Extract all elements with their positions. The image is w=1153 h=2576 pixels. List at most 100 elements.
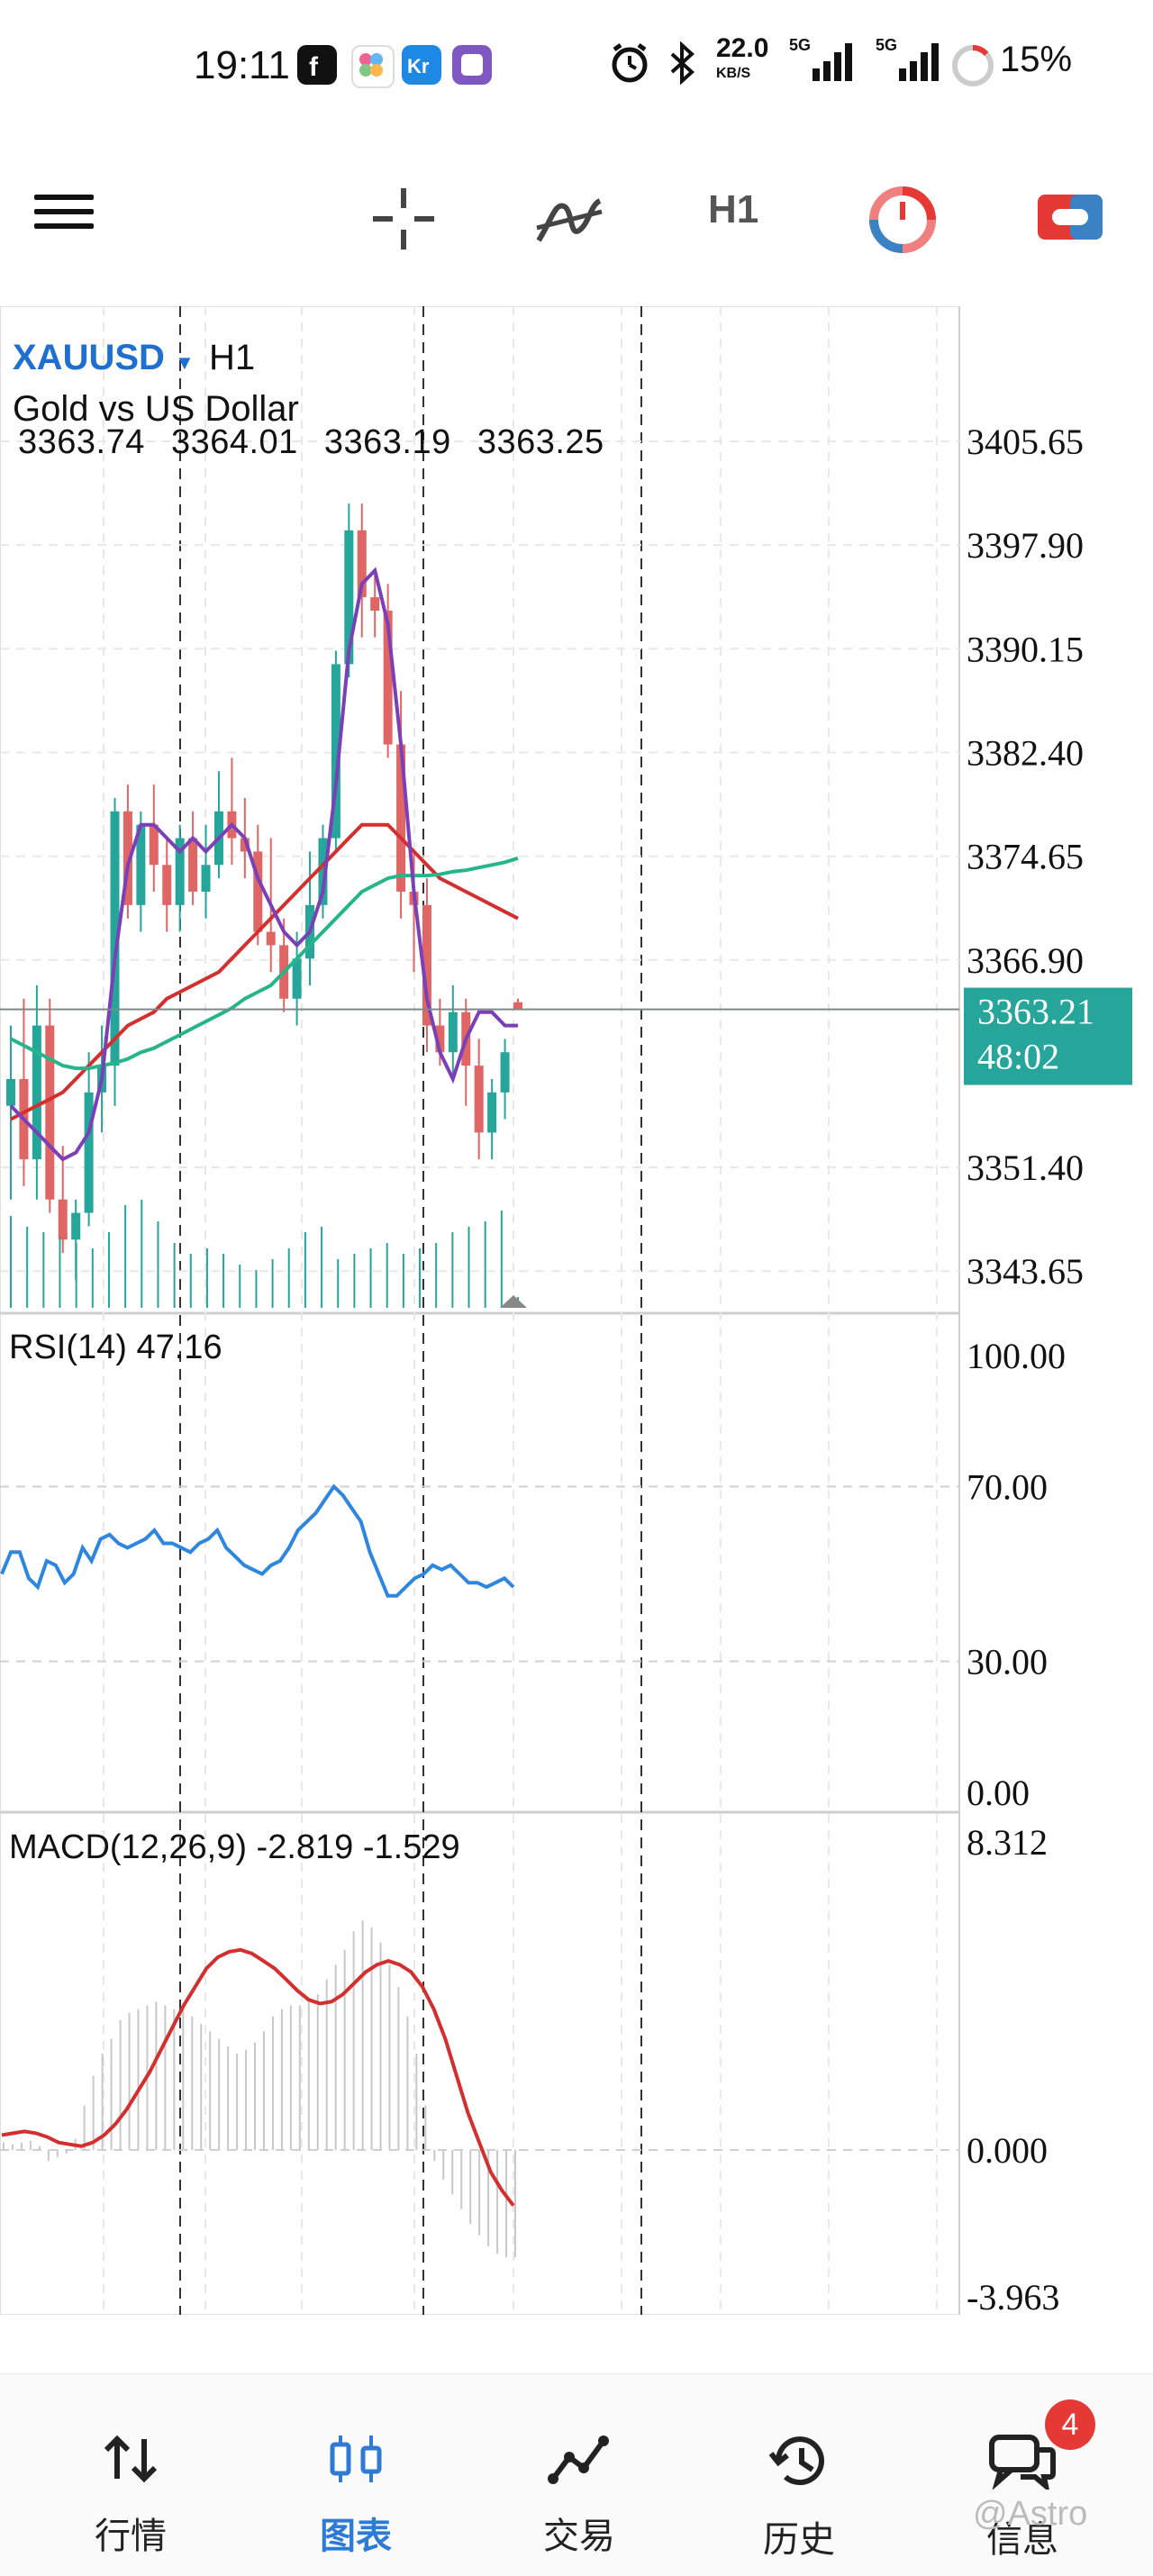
app-icon-36kr: Kr xyxy=(402,45,441,85)
macd-signal-line xyxy=(1,1947,515,2207)
candle-body[interactable] xyxy=(266,931,276,946)
trade-icon[interactable] xyxy=(1036,191,1104,249)
tab-chart[interactable]: 图表 xyxy=(293,2432,419,2559)
candle-body[interactable] xyxy=(162,865,172,905)
moving-average-line xyxy=(10,822,519,1121)
chart-icon xyxy=(330,2435,382,2482)
app-icon-sticker xyxy=(452,45,492,85)
price-tick-label: 3390.15 xyxy=(967,629,1084,669)
candle-body[interactable] xyxy=(383,610,393,745)
candle-body[interactable] xyxy=(6,1078,15,1106)
candle-body[interactable] xyxy=(188,838,198,892)
symbol-description: Gold vs US Dollar xyxy=(13,389,299,429)
signal-icon-1: 5G xyxy=(789,36,861,91)
macd-label: MACD(12,26,9) -2.819 -1.529 xyxy=(9,1828,460,1866)
current-price-label: 3363.21 xyxy=(977,992,1094,1032)
candle-body[interactable] xyxy=(357,530,367,598)
candle-body[interactable] xyxy=(396,744,406,892)
moving-average-line xyxy=(9,567,518,1162)
messages-badge: 4 xyxy=(1045,2399,1095,2450)
candle-body[interactable] xyxy=(136,824,146,905)
network-speed: 22.0 KB/S xyxy=(716,33,769,82)
candle-body[interactable] xyxy=(110,811,120,1066)
candle-body[interactable] xyxy=(448,1011,458,1053)
candle-body[interactable] xyxy=(71,1212,81,1240)
candle-body[interactable] xyxy=(253,851,263,932)
timeframe-button[interactable]: H1 xyxy=(708,187,759,231)
rsi-tick-label: 70.00 xyxy=(967,1467,1048,1508)
candle-body[interactable] xyxy=(331,664,340,839)
candle-body[interactable] xyxy=(240,838,250,852)
candle-body[interactable] xyxy=(513,1002,522,1009)
app-icon-flower xyxy=(351,45,395,88)
symbol-dropdown-icon[interactable]: ▼ xyxy=(175,351,195,374)
symbol-label[interactable]: XAUUSD ▼ xyxy=(13,338,195,377)
ohlc-values: 3363.74 3364.01 3363.19 3363.25 xyxy=(18,423,621,462)
macd-tick-label: 8.312 xyxy=(967,1822,1048,1863)
current-price-tag xyxy=(964,987,1132,1085)
candle-body[interactable] xyxy=(318,838,328,905)
rsi-label: RSI(14) 47.16 xyxy=(9,1329,222,1366)
candle-body[interactable] xyxy=(487,1092,497,1133)
svg-text:Kr: Kr xyxy=(407,55,430,77)
candle-body[interactable] xyxy=(435,1025,445,1053)
candle-body[interactable] xyxy=(422,904,431,1026)
chart-timeframe: H1 xyxy=(209,338,256,377)
bottom-tab-bar xyxy=(0,2373,1153,2576)
status-time: 19:11 xyxy=(194,43,290,87)
tab-history[interactable]: 历史 xyxy=(736,2432,862,2562)
macd-tick-label: -3.963 xyxy=(967,2277,1059,2315)
price-tick-label: 3366.90 xyxy=(967,940,1084,981)
candle-body[interactable] xyxy=(123,811,132,905)
tab-quotes[interactable]: 行情 xyxy=(68,2432,194,2559)
alarm-icon xyxy=(608,41,651,89)
bluetooth-icon xyxy=(667,41,699,89)
tab-trade[interactable]: 交易 xyxy=(516,2432,642,2559)
candle-body[interactable] xyxy=(344,530,354,665)
history-icon xyxy=(768,2436,824,2486)
candle-body[interactable] xyxy=(201,865,211,892)
scroll-marker-icon[interactable] xyxy=(500,1295,527,1308)
high-value: 3364.01 xyxy=(170,423,298,461)
countdown-label: 48:02 xyxy=(977,1037,1059,1077)
app-icon-facebook: f xyxy=(297,45,337,85)
status-bar: 19:11 f Kr 22.0 KB/S 5G 5G 15% xyxy=(0,0,1153,135)
quotes-icon xyxy=(104,2435,158,2483)
candle-body[interactable] xyxy=(32,1025,41,1160)
price-tick-label: 3382.40 xyxy=(967,732,1084,773)
clock-icon[interactable] xyxy=(867,184,939,260)
messages-icon xyxy=(989,2435,1056,2493)
candle-body[interactable] xyxy=(58,1199,68,1240)
rsi-tick-label: 100.00 xyxy=(967,1336,1066,1376)
candle-body[interactable] xyxy=(84,1092,94,1213)
candle-body[interactable] xyxy=(474,1066,484,1133)
rsi-tick-label: 30.00 xyxy=(967,1642,1048,1683)
candle-body[interactable] xyxy=(175,838,185,905)
crosshair-icon[interactable] xyxy=(369,185,438,258)
low-value: 3363.19 xyxy=(323,423,451,461)
battery-percent: 15% xyxy=(1000,40,1073,79)
menu-icon[interactable] xyxy=(34,186,94,238)
trade-icon xyxy=(548,2435,609,2484)
indicators-icon[interactable] xyxy=(533,185,605,258)
rsi-tick-label: 0.00 xyxy=(967,1773,1030,1813)
candle-body[interactable] xyxy=(500,1052,510,1093)
watermark: @Astro xyxy=(973,2495,1088,2533)
candle-body[interactable] xyxy=(370,597,380,611)
chart-frame xyxy=(0,306,960,2315)
price-tick-label: 3374.65 xyxy=(967,837,1084,877)
rsi-line xyxy=(0,1483,515,1598)
candle-body[interactable] xyxy=(149,824,159,866)
signal-icon-2: 5G xyxy=(876,36,948,91)
close-value: 3363.25 xyxy=(477,423,604,461)
candle-body[interactable] xyxy=(45,1025,55,1200)
open-value: 3363.74 xyxy=(18,423,145,461)
chart-canvas[interactable]: 3405.65 3397.90 3390.15 3382.40 3374.65 3366.… xyxy=(0,306,1153,2315)
tab-messages[interactable]: 信息 xyxy=(959,2432,1085,2562)
candle-body[interactable] xyxy=(292,958,302,999)
price-tick-label: 3405.65 xyxy=(967,422,1084,462)
price-tick-label: 3343.65 xyxy=(967,1251,1084,1292)
price-tick-label: 3351.40 xyxy=(967,1147,1084,1188)
moving-average-line xyxy=(10,856,519,1071)
macd-tick-label: 0.000 xyxy=(967,2130,1048,2171)
